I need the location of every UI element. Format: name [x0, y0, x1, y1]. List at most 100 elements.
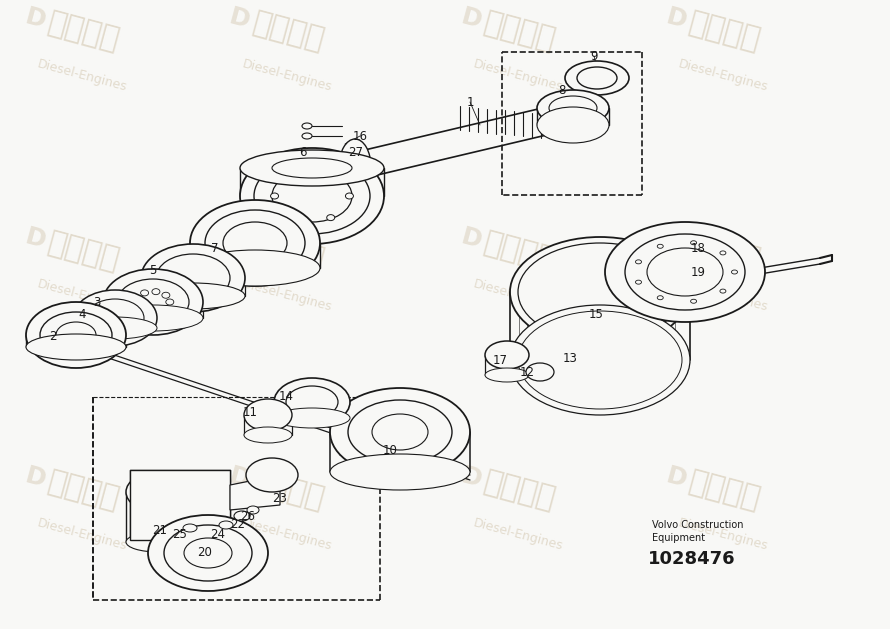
- Text: 1: 1: [466, 96, 473, 108]
- Ellipse shape: [156, 254, 230, 302]
- Ellipse shape: [339, 139, 371, 195]
- Ellipse shape: [254, 158, 370, 234]
- Ellipse shape: [141, 290, 149, 296]
- Text: Diesel-Engines: Diesel-Engines: [676, 516, 769, 553]
- Text: Diesel-Engines: Diesel-Engines: [240, 516, 333, 553]
- Ellipse shape: [720, 251, 726, 255]
- Text: 19: 19: [691, 265, 706, 279]
- Text: 8: 8: [558, 84, 566, 96]
- Ellipse shape: [732, 270, 738, 274]
- Text: Diesel-Engines: Diesel-Engines: [676, 277, 769, 314]
- Text: D: D: [663, 225, 689, 253]
- Text: 17: 17: [492, 353, 507, 367]
- Ellipse shape: [348, 400, 452, 464]
- Text: 紫发动力: 紫发动力: [481, 228, 559, 275]
- Ellipse shape: [510, 305, 690, 415]
- Ellipse shape: [327, 171, 335, 177]
- Ellipse shape: [327, 214, 335, 221]
- Text: 紫发动力: 紫发动力: [44, 8, 123, 55]
- Ellipse shape: [56, 322, 96, 348]
- Ellipse shape: [162, 306, 170, 312]
- Ellipse shape: [272, 158, 352, 178]
- Ellipse shape: [577, 67, 617, 89]
- Text: Diesel-Engines: Diesel-Engines: [240, 57, 333, 94]
- Text: 5: 5: [150, 264, 157, 277]
- Ellipse shape: [190, 200, 320, 286]
- Ellipse shape: [164, 525, 252, 581]
- Ellipse shape: [141, 283, 245, 309]
- Ellipse shape: [183, 524, 197, 532]
- Ellipse shape: [485, 341, 529, 369]
- Text: 12: 12: [520, 367, 535, 379]
- Ellipse shape: [166, 299, 174, 305]
- Ellipse shape: [605, 222, 765, 322]
- Ellipse shape: [302, 133, 312, 139]
- Text: Diesel-Engines: Diesel-Engines: [676, 57, 769, 94]
- Ellipse shape: [330, 454, 470, 490]
- Text: Diesel-Engines: Diesel-Engines: [240, 277, 333, 314]
- Text: 20: 20: [198, 547, 213, 560]
- Polygon shape: [130, 470, 230, 540]
- Ellipse shape: [134, 296, 142, 301]
- Text: D: D: [227, 225, 253, 253]
- Text: 16: 16: [352, 130, 368, 143]
- Ellipse shape: [190, 250, 320, 286]
- Text: D: D: [22, 4, 48, 33]
- Ellipse shape: [625, 234, 745, 310]
- Ellipse shape: [330, 388, 470, 476]
- Ellipse shape: [537, 90, 609, 126]
- Text: Diesel-Engines: Diesel-Engines: [472, 516, 564, 553]
- Text: 紫发动力: 紫发动力: [481, 467, 559, 514]
- Text: 6: 6: [299, 145, 307, 159]
- Ellipse shape: [302, 123, 312, 129]
- Text: 7: 7: [211, 242, 219, 255]
- Ellipse shape: [219, 521, 233, 529]
- Text: 紫发动力: 紫发动力: [249, 228, 328, 275]
- Ellipse shape: [234, 511, 250, 521]
- Ellipse shape: [184, 538, 232, 568]
- Ellipse shape: [148, 515, 268, 591]
- Ellipse shape: [372, 414, 428, 450]
- Text: D: D: [22, 225, 48, 253]
- Ellipse shape: [223, 222, 287, 264]
- Ellipse shape: [271, 193, 279, 199]
- Text: 15: 15: [588, 308, 603, 321]
- Ellipse shape: [240, 150, 384, 186]
- Ellipse shape: [152, 309, 160, 315]
- Text: 18: 18: [691, 242, 706, 255]
- Ellipse shape: [152, 289, 160, 294]
- Ellipse shape: [286, 386, 338, 418]
- Text: 紫发动力: 紫发动力: [481, 8, 559, 55]
- Ellipse shape: [240, 148, 384, 244]
- Ellipse shape: [720, 289, 726, 293]
- Ellipse shape: [244, 399, 292, 431]
- Ellipse shape: [117, 279, 189, 325]
- Text: D: D: [458, 225, 484, 253]
- Text: D: D: [458, 464, 484, 493]
- Ellipse shape: [162, 292, 170, 298]
- Text: 1028476: 1028476: [648, 550, 736, 568]
- Ellipse shape: [134, 303, 142, 309]
- Text: D: D: [227, 464, 253, 493]
- Polygon shape: [230, 475, 280, 510]
- Text: Volvo Construction: Volvo Construction: [652, 520, 743, 530]
- Ellipse shape: [485, 368, 529, 382]
- Ellipse shape: [272, 170, 352, 222]
- Ellipse shape: [103, 305, 203, 331]
- Text: D: D: [663, 464, 689, 493]
- Text: 紫发动力: 紫发动力: [44, 467, 123, 514]
- Text: 紫发动力: 紫发动力: [44, 228, 123, 275]
- Ellipse shape: [518, 311, 682, 409]
- Text: 24: 24: [211, 528, 225, 540]
- Text: D: D: [458, 4, 484, 33]
- Text: 11: 11: [242, 406, 257, 420]
- Text: 26: 26: [240, 509, 255, 523]
- Text: Equipment: Equipment: [652, 533, 705, 543]
- Text: 3: 3: [93, 296, 101, 308]
- Text: 27: 27: [349, 145, 363, 159]
- Ellipse shape: [345, 193, 353, 199]
- Ellipse shape: [244, 427, 292, 443]
- Ellipse shape: [635, 280, 642, 284]
- Text: Diesel-Engines: Diesel-Engines: [36, 516, 128, 553]
- Text: 22: 22: [231, 518, 246, 530]
